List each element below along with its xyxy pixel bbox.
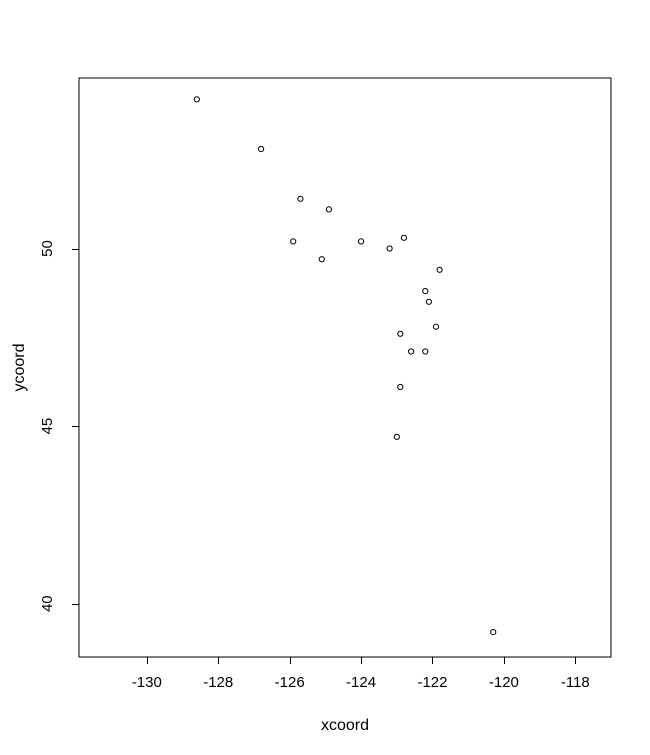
y-axis-title: ycoord <box>11 343 28 391</box>
x-axis-tick-label: -118 <box>561 674 590 691</box>
data-point <box>432 323 440 330</box>
data-point <box>297 195 304 202</box>
data-point <box>490 629 497 636</box>
plot-axes: -130 -128 -126 -124 -122 -120 -118 40 45 50 <box>39 77 612 691</box>
data-point <box>408 348 415 355</box>
data-point <box>436 266 443 273</box>
x-axis-tick-label: -120 <box>489 674 519 691</box>
data-point <box>318 256 325 263</box>
data-point <box>258 145 265 153</box>
data-point <box>422 348 429 355</box>
x-axis-tick-label: -130 <box>132 674 162 691</box>
data-point <box>358 238 365 245</box>
data-point <box>425 298 432 305</box>
x-axis-title: xcoord <box>321 717 369 734</box>
y-axis-tick-label: 50 <box>39 240 56 257</box>
x-axis-tick-label: -124 <box>346 674 376 691</box>
plot-points <box>193 96 497 636</box>
x-axis-tick-label: -126 <box>275 674 305 691</box>
data-point <box>393 433 400 440</box>
y-axis-tick-label: 40 <box>39 595 56 612</box>
data-point <box>290 238 297 245</box>
x-axis-tick-label: -128 <box>203 674 233 691</box>
x-axis-tick-label: -122 <box>417 674 447 691</box>
data-point <box>422 288 429 295</box>
data-point <box>397 330 404 337</box>
data-point <box>400 234 407 241</box>
data-point <box>386 245 393 252</box>
data-point <box>193 96 200 103</box>
plot-border <box>78 77 612 658</box>
data-point <box>325 206 332 213</box>
y-axis-tick-label: 45 <box>39 418 56 435</box>
data-point <box>397 383 404 391</box>
